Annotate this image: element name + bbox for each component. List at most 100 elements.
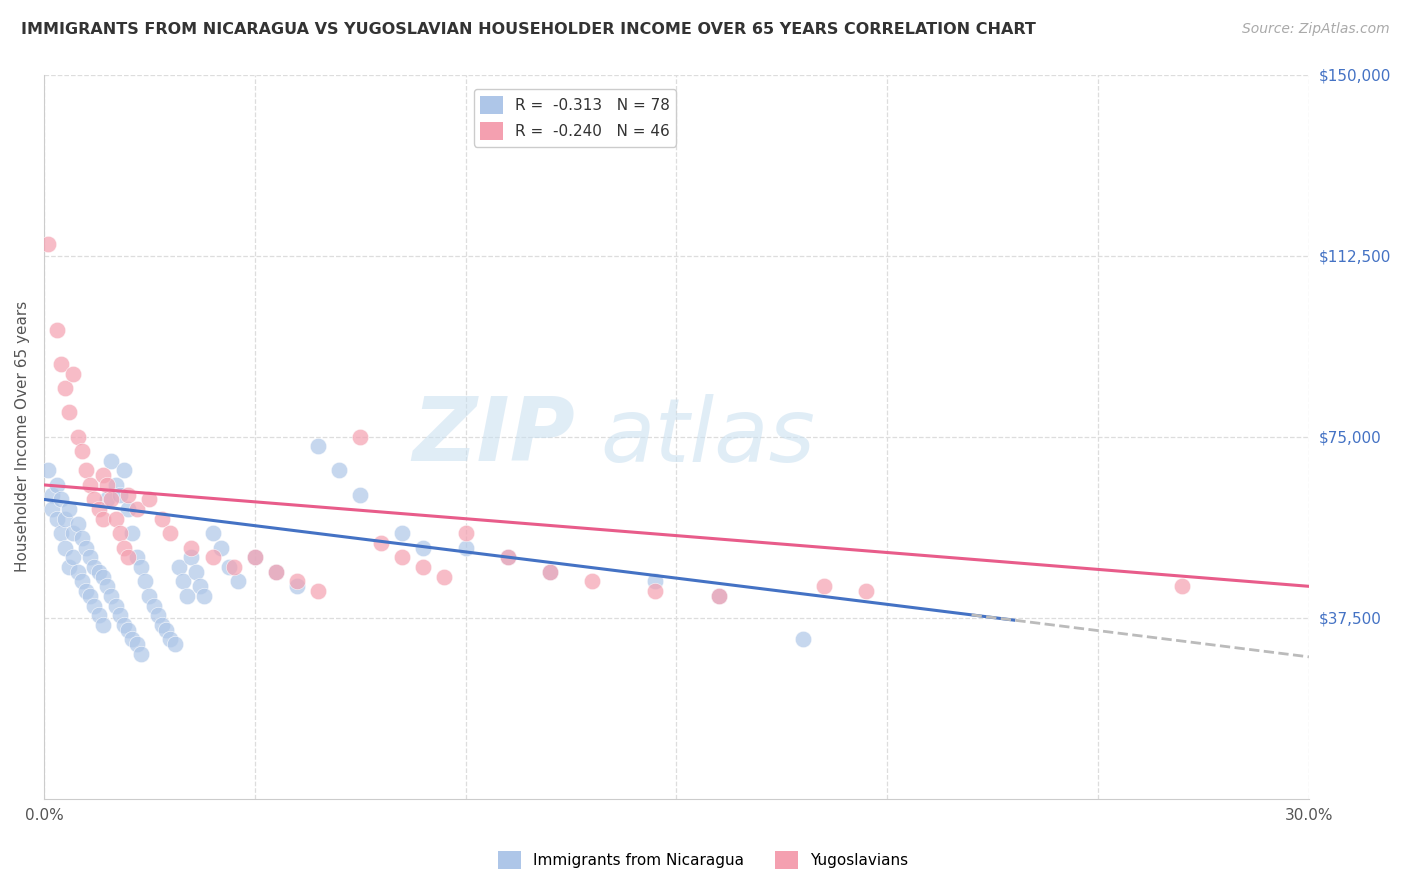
Point xyxy=(538,565,561,579)
Point xyxy=(707,589,730,603)
Point xyxy=(91,468,114,483)
Point xyxy=(121,526,143,541)
Point xyxy=(62,367,84,381)
Point xyxy=(96,492,118,507)
Legend: Immigrants from Nicaragua, Yugoslavians: Immigrants from Nicaragua, Yugoslavians xyxy=(492,845,914,875)
Point xyxy=(285,574,308,589)
Point xyxy=(62,526,84,541)
Point xyxy=(201,550,224,565)
Point xyxy=(108,487,131,501)
Point xyxy=(264,565,287,579)
Text: ZIP: ZIP xyxy=(412,393,575,480)
Point xyxy=(104,512,127,526)
Point xyxy=(391,526,413,541)
Point xyxy=(180,541,202,555)
Point xyxy=(163,637,186,651)
Point xyxy=(454,526,477,541)
Point xyxy=(188,579,211,593)
Point xyxy=(100,454,122,468)
Point xyxy=(209,541,232,555)
Point xyxy=(307,584,329,599)
Point xyxy=(37,463,59,477)
Point xyxy=(117,623,139,637)
Point xyxy=(538,565,561,579)
Point xyxy=(142,599,165,613)
Point xyxy=(129,560,152,574)
Point xyxy=(41,487,63,501)
Point xyxy=(87,608,110,623)
Point xyxy=(112,541,135,555)
Point xyxy=(264,565,287,579)
Point xyxy=(159,526,181,541)
Legend: R =  -0.313   N = 78, R =  -0.240   N = 46: R = -0.313 N = 78, R = -0.240 N = 46 xyxy=(474,89,676,146)
Point xyxy=(79,550,101,565)
Point xyxy=(855,584,877,599)
Point xyxy=(70,444,93,458)
Point xyxy=(644,584,666,599)
Point xyxy=(83,560,105,574)
Point xyxy=(813,579,835,593)
Point xyxy=(138,589,160,603)
Point xyxy=(243,550,266,565)
Point xyxy=(58,560,80,574)
Point xyxy=(75,584,97,599)
Point xyxy=(285,579,308,593)
Point xyxy=(79,589,101,603)
Point xyxy=(159,632,181,647)
Point xyxy=(49,526,72,541)
Point xyxy=(129,647,152,661)
Point xyxy=(496,550,519,565)
Point xyxy=(66,516,89,531)
Text: atlas: atlas xyxy=(600,393,815,480)
Point xyxy=(104,478,127,492)
Point xyxy=(201,526,224,541)
Point xyxy=(53,381,76,395)
Point xyxy=(83,599,105,613)
Point xyxy=(222,560,245,574)
Point xyxy=(112,618,135,632)
Point xyxy=(644,574,666,589)
Point xyxy=(66,430,89,444)
Point xyxy=(138,492,160,507)
Point xyxy=(370,536,392,550)
Point xyxy=(83,492,105,507)
Point xyxy=(581,574,603,589)
Point xyxy=(75,541,97,555)
Point xyxy=(87,502,110,516)
Point xyxy=(66,565,89,579)
Point xyxy=(100,589,122,603)
Point xyxy=(707,589,730,603)
Point xyxy=(184,565,207,579)
Point xyxy=(146,608,169,623)
Point xyxy=(45,478,67,492)
Point xyxy=(104,599,127,613)
Point xyxy=(53,512,76,526)
Point xyxy=(75,463,97,477)
Point xyxy=(91,512,114,526)
Point xyxy=(433,569,456,583)
Point xyxy=(49,357,72,371)
Point xyxy=(172,574,194,589)
Point xyxy=(108,608,131,623)
Point xyxy=(91,618,114,632)
Point xyxy=(134,574,156,589)
Point xyxy=(70,574,93,589)
Point xyxy=(117,550,139,565)
Point xyxy=(96,478,118,492)
Point xyxy=(37,236,59,251)
Point xyxy=(307,439,329,453)
Point xyxy=(121,632,143,647)
Point xyxy=(58,405,80,419)
Point xyxy=(150,618,173,632)
Point xyxy=(349,430,371,444)
Point xyxy=(45,512,67,526)
Point xyxy=(108,526,131,541)
Point xyxy=(87,565,110,579)
Point xyxy=(96,579,118,593)
Point xyxy=(167,560,190,574)
Point xyxy=(412,560,434,574)
Point xyxy=(53,541,76,555)
Point xyxy=(226,574,249,589)
Point xyxy=(193,589,215,603)
Point xyxy=(218,560,240,574)
